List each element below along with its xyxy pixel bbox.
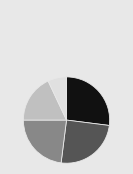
Wedge shape	[61, 120, 109, 163]
Wedge shape	[23, 81, 66, 120]
Wedge shape	[23, 120, 66, 163]
Wedge shape	[66, 77, 110, 125]
Wedge shape	[48, 77, 66, 120]
